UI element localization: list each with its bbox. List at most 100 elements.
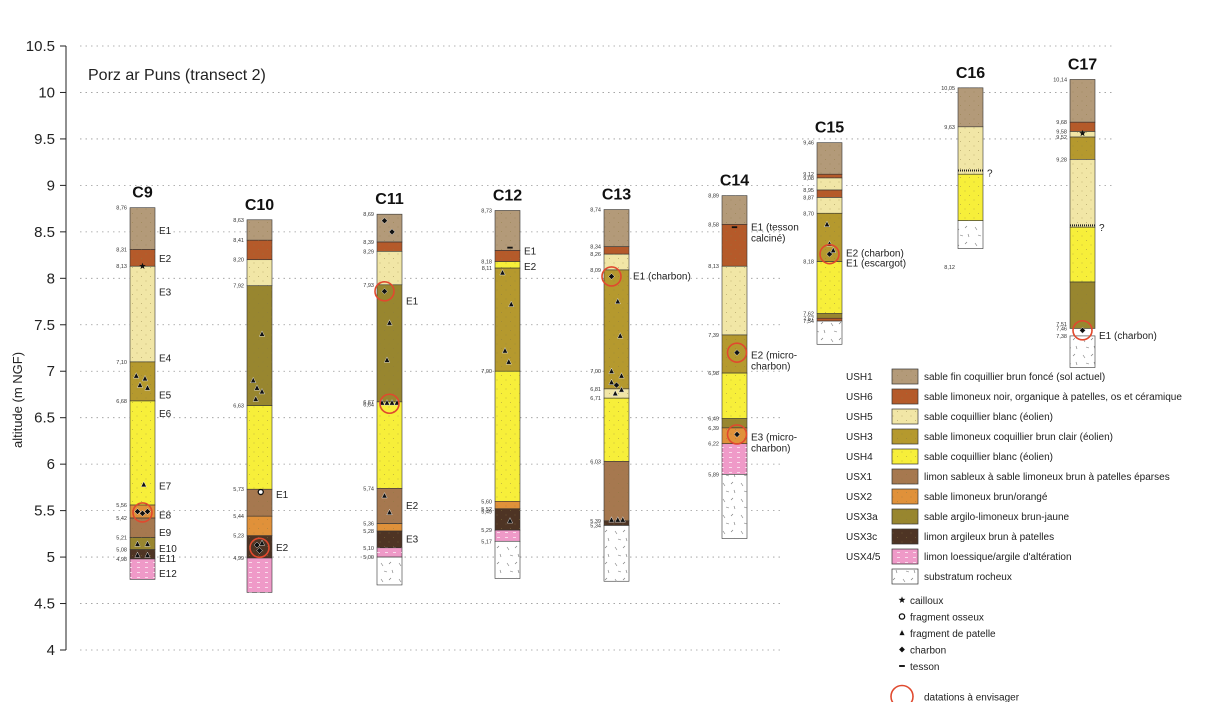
legend-label: sable limoneux coquillier brun clair (éo…: [924, 432, 1113, 443]
depth-label: 8,58: [708, 222, 719, 228]
patelle-symbol: [144, 384, 151, 391]
layer-pattern: [130, 537, 155, 550]
patelle-symbol: [144, 540, 151, 547]
unit-label: E2 (charbon): [846, 248, 904, 259]
legend: USH1 sable fin coquillier brun foncé (sol…: [846, 368, 1182, 585]
depth-label: 8,87: [803, 195, 814, 201]
layer-pattern: [247, 558, 272, 593]
depth-label: 5,34: [590, 523, 601, 529]
y-tick-label: 10.5: [26, 38, 55, 55]
layer-pattern: [377, 284, 402, 402]
depth-label: 8,89: [708, 194, 719, 200]
layer-pattern: [247, 240, 272, 260]
layer-pattern: [247, 219, 272, 241]
layer-pattern: [958, 126, 983, 175]
unit-label: ?: [1099, 223, 1105, 234]
patelle-symbol: [614, 297, 621, 304]
depth-label: 8,29: [363, 249, 374, 255]
charbon-symbol: [613, 381, 620, 389]
layer-pattern: [377, 531, 402, 548]
legend-swatch-pattern: [892, 409, 918, 424]
patelle-symbol: [506, 517, 514, 524]
unit-label: E1: [524, 246, 537, 257]
y-tick-label: 5.5: [34, 503, 55, 520]
dating-circle: [726, 342, 748, 363]
layer-pattern: [247, 285, 272, 406]
layer-pattern: [722, 418, 747, 428]
layer-pattern: [377, 214, 402, 243]
depth-label: 10,14: [1053, 77, 1067, 83]
patelle-symbol: [618, 386, 625, 393]
symbol-legend-label: charbon: [910, 646, 946, 657]
layer-pattern: [1070, 122, 1095, 132]
legend-code: USH4: [846, 452, 873, 463]
y-tick-label: 8: [47, 270, 55, 287]
patelle-symbol: [144, 551, 151, 558]
legend-swatch-pattern: [892, 389, 918, 404]
y-tick-label: 6: [47, 456, 55, 473]
layer-pattern: [722, 373, 747, 419]
depth-label: 7,38: [1056, 334, 1067, 340]
layer-pattern: [722, 195, 747, 225]
layer-pattern: [495, 508, 520, 531]
dating-circle: [379, 393, 400, 415]
depth-label: 5,60: [481, 499, 492, 505]
charbon-symbol: [256, 547, 263, 554]
depth-label: 6,03: [590, 459, 601, 465]
patelle-symbol: [140, 480, 147, 488]
symbol-legend-label: datations à envisager: [924, 693, 1020, 702]
patelle-symbol: [381, 492, 388, 499]
legend-swatch-pattern: [892, 529, 918, 544]
patelle-symbol: [250, 376, 257, 383]
depth-label: 8,09: [590, 268, 601, 274]
dating-circle: [132, 502, 153, 523]
charbon-symbol: [381, 288, 388, 295]
rock-pattern: [722, 474, 747, 539]
depth-label: 5,39: [590, 519, 601, 525]
depth-label: 9,28: [1056, 157, 1067, 163]
legend-item: USX3a sable argilo-limoneux brun-jaune: [846, 508, 1070, 525]
patelle-symbol: [898, 629, 906, 636]
y-tick-label: 9.5: [34, 131, 55, 148]
patelle-symbol: [136, 381, 144, 388]
dating-circle: [374, 281, 395, 302]
charbon-symbol: [1079, 327, 1086, 334]
layer-pattern: [722, 224, 747, 267]
depth-label: 8,13: [708, 264, 719, 270]
legend-label: sable coquillier blanc (éolien): [924, 452, 1053, 463]
legend-swatch-pattern: [892, 449, 918, 464]
legend-label: sable limoneux noir, organique à patelle…: [924, 392, 1182, 403]
depth-label: 8,34: [590, 245, 601, 251]
unit-label: E3: [406, 534, 419, 545]
patelle-symbol: [830, 246, 837, 253]
y-tick-label: 4: [47, 642, 55, 659]
patelle-symbol: [608, 516, 615, 523]
legend-item: USH6 sable limoneux noir, organique à pat…: [846, 388, 1182, 405]
unit-label: E1 (charbon): [1099, 331, 1157, 342]
column-title: C17: [1068, 56, 1097, 73]
symbol-legend-label: fragment osseux: [910, 613, 984, 624]
depth-label: 7,00: [590, 369, 601, 375]
layer-pattern: [817, 261, 842, 314]
legend-swatch-pattern: [892, 569, 918, 584]
column-title: C16: [956, 65, 985, 82]
layer-pattern: [130, 207, 155, 250]
legend-label: sable limoneux brun/orangé: [924, 492, 1048, 503]
unit-label: E1 (escargot): [846, 259, 906, 270]
unit-label: E7: [159, 482, 172, 493]
layer-pattern: [130, 518, 155, 538]
dating-circle: [819, 243, 840, 265]
depth-label: 7,51: [1056, 322, 1067, 328]
legend-label: substratum rocheux: [924, 572, 1012, 583]
depth-label: 5,74: [363, 486, 374, 492]
depth-label: 7,54: [803, 319, 814, 325]
layer-pattern: [495, 210, 520, 251]
charbon-symbol: [253, 541, 261, 549]
y-axis-label: altitude (m NGF): [10, 352, 25, 448]
depth-label: 6,64: [363, 403, 374, 409]
unit-label: E6: [159, 409, 172, 420]
depth-label: 9,12: [803, 172, 814, 178]
layer-pattern: [722, 443, 747, 475]
